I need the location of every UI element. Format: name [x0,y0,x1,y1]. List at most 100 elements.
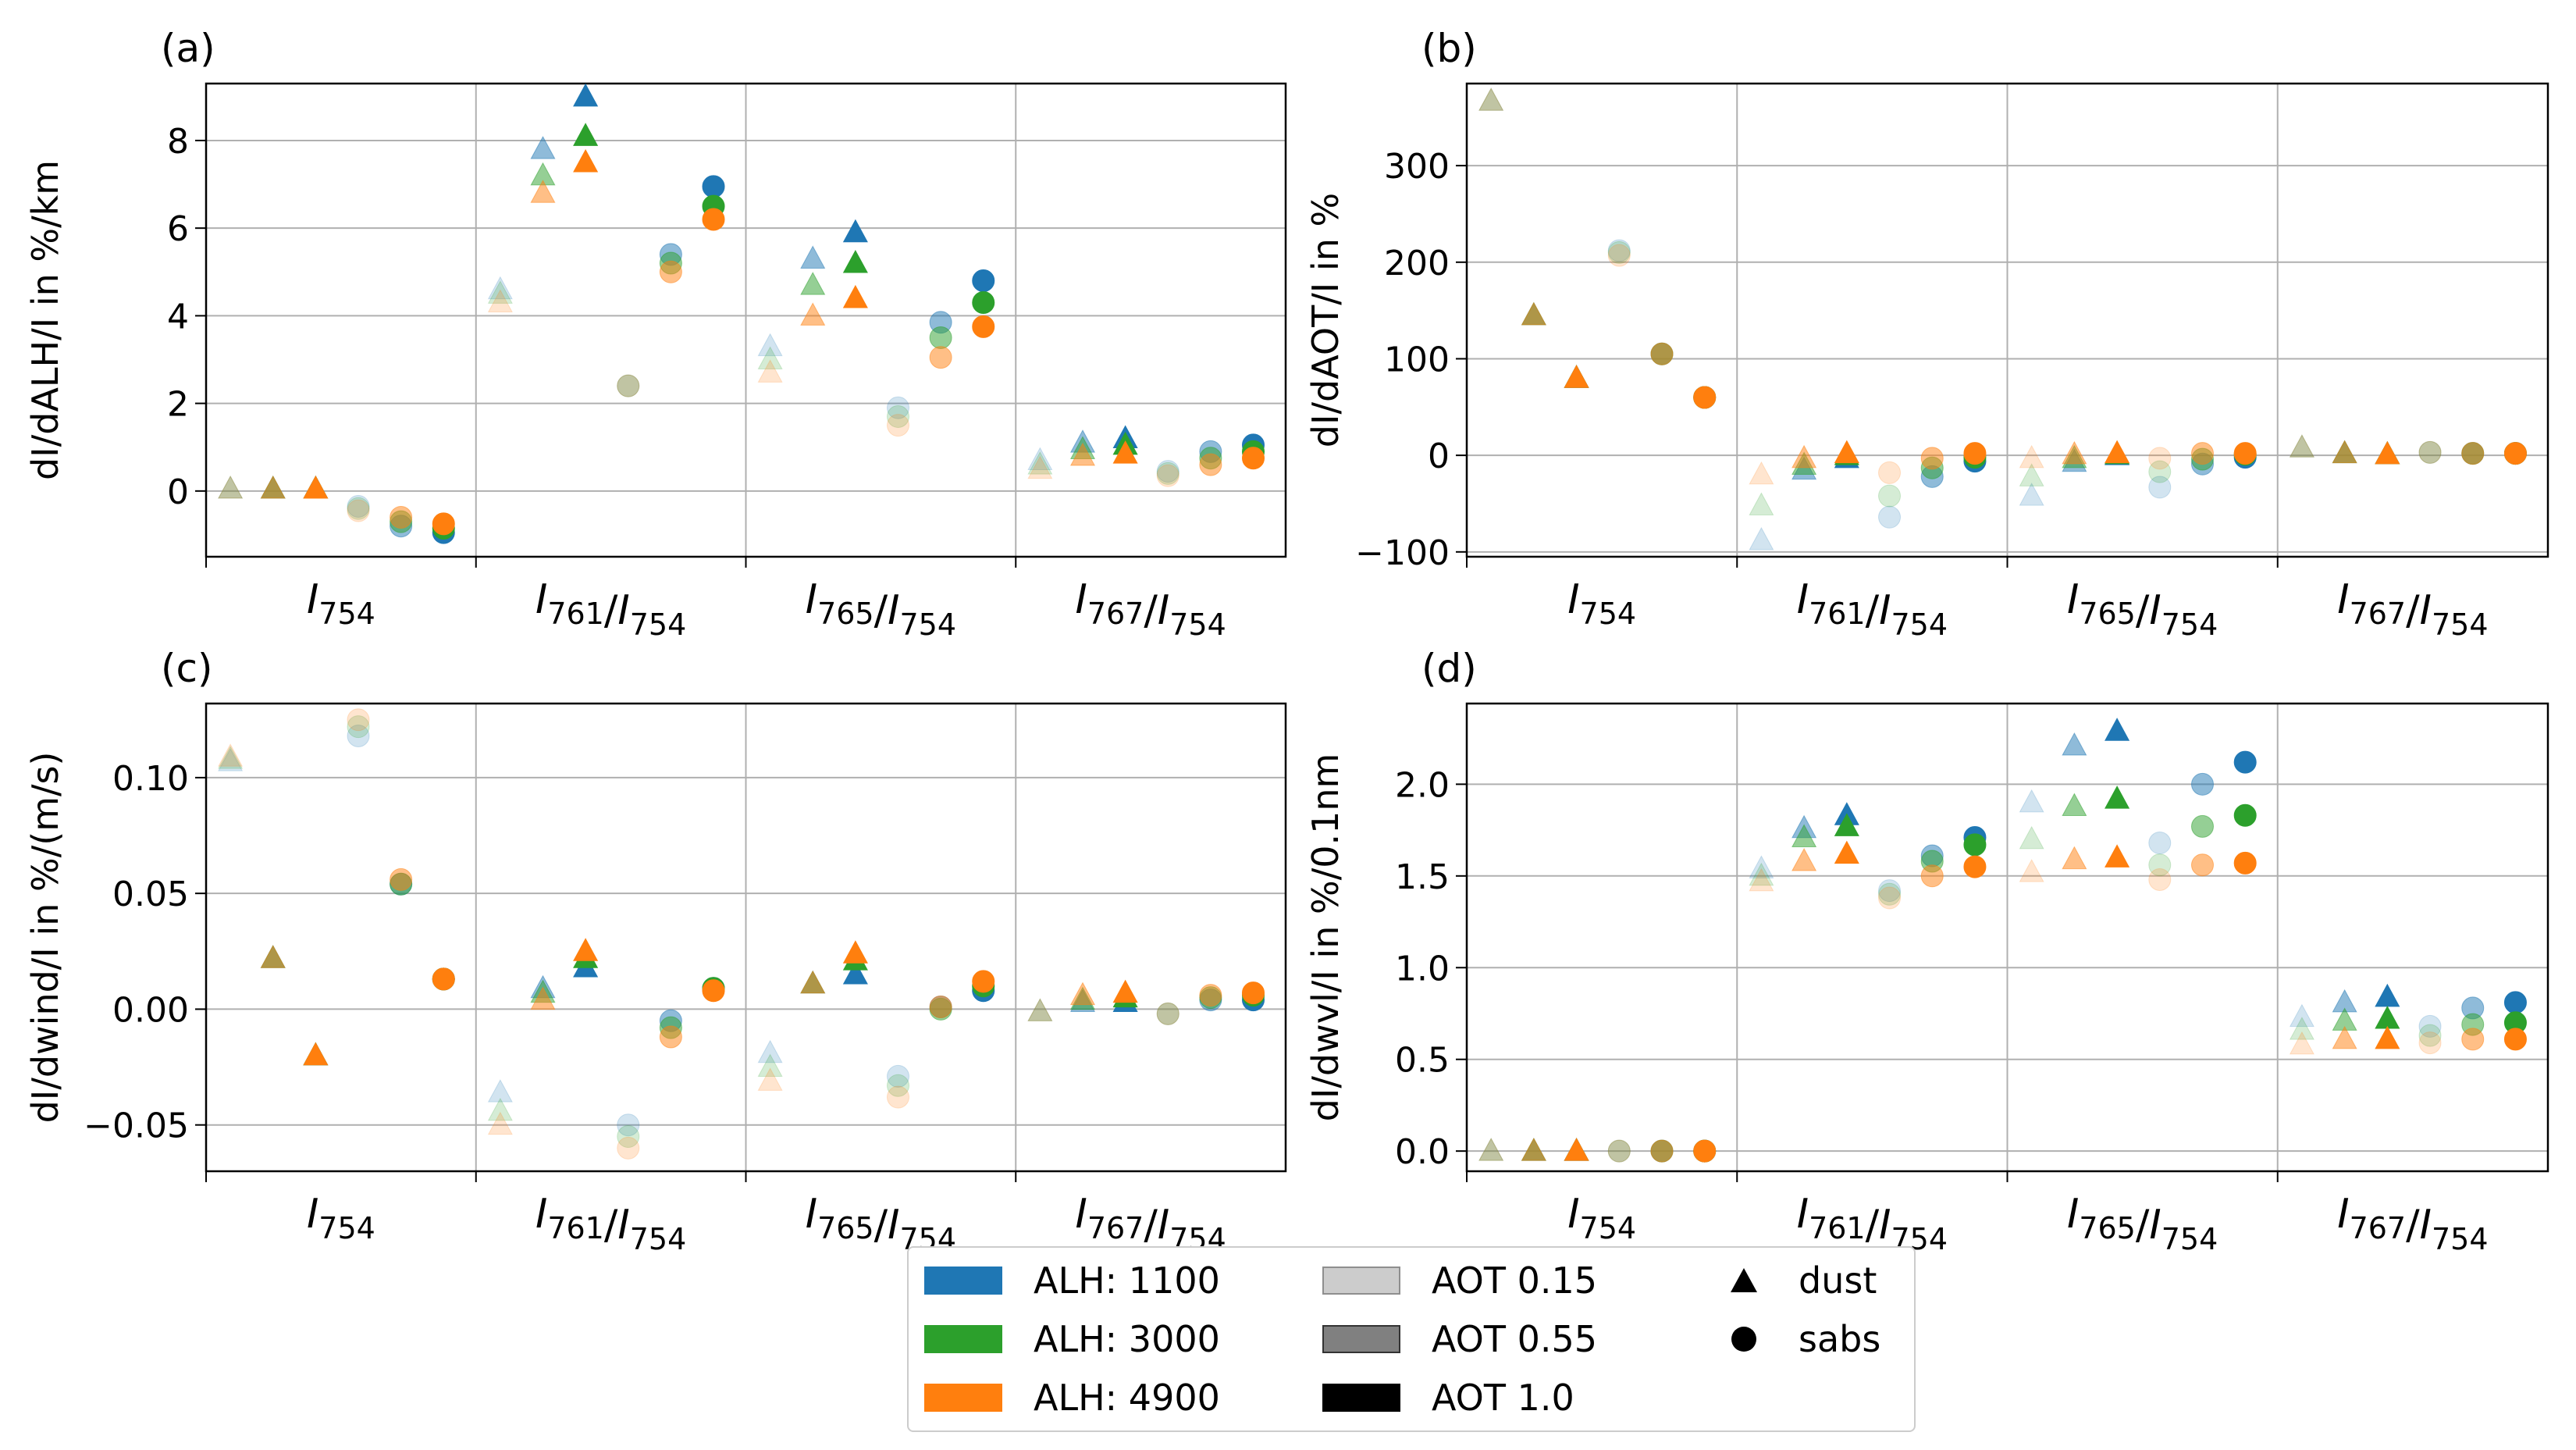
data-point-sabs [1199,984,1222,1007]
data-point-dust [2289,1031,2314,1055]
data-point-sabs [1607,239,1631,262]
data-point-sabs [1199,453,1222,476]
data-point-dust [1749,868,1774,892]
data-point-dust [218,475,244,499]
data-point-dust [2289,434,2314,458]
data-point-sabs [1156,464,1179,487]
axes-frame [205,82,1287,558]
data-point-sabs [2233,803,2257,827]
axes-frame [1465,82,2549,558]
legend-item-sabs: sabs [1720,1316,1880,1363]
data-point-dust [800,970,826,994]
data-point-dust [218,746,244,769]
data-point-dust [757,333,783,357]
y-axis-label: dI/dAOT/I in % [1304,193,1347,447]
data-point-dust [218,475,244,499]
data-point-sabs [1156,461,1179,485]
data-point-dust [303,475,329,499]
data-point-sabs [2461,442,2485,465]
x-tick-label: I754 [1567,1191,1636,1245]
data-point-dust [2289,1017,2314,1040]
data-point-dust [2332,440,2357,464]
data-point-dust [842,250,868,273]
data-point-sabs [1607,1139,1631,1163]
data-point-dust [842,284,868,308]
data-point-sabs [347,715,370,739]
data-point-dust [218,743,244,767]
data-point-dust [1478,87,1504,111]
data-point-sabs [2190,853,2214,877]
data-point-dust [1027,455,1053,479]
data-point-sabs [972,269,995,292]
data-point-dust [260,945,286,968]
data-point-sabs [1963,442,1987,465]
data-point-sabs [887,414,910,437]
y-tick-label: 0.10 [112,759,189,799]
data-point-dust [1749,526,1774,550]
legend-label-dust: dust [1799,1259,1877,1302]
data-point-sabs [929,346,952,369]
legend-label-sabs: sabs [1799,1318,1881,1360]
legend-swatch-alh-3000 [924,1325,1002,1353]
data-point-dust [1112,979,1138,1003]
data-point-dust [487,276,513,300]
data-point-sabs [2148,832,2172,855]
legend-swatch-aot-055 [1322,1325,1400,1353]
data-point-sabs [1693,386,1717,409]
legend-item-aot-10: AOT 1.0 [1322,1374,1574,1421]
data-point-sabs [390,868,413,891]
data-point-dust [1791,847,1817,871]
data-point-sabs [1607,1139,1631,1163]
data-point-dust [1027,998,1053,1021]
data-point-sabs [390,506,413,529]
data-point-sabs [2418,440,2442,464]
data-point-dust [1478,1138,1504,1161]
data-point-sabs [887,1064,910,1088]
y-axis-label: dI/dwvl/I in %/0.1nm [1304,754,1347,1122]
data-point-sabs [1963,833,1987,857]
data-point-dust [1027,998,1053,1021]
y-tick-label: 0 [1428,436,1450,476]
data-point-sabs [347,494,370,518]
data-point-sabs [347,497,370,520]
data-point-dust [2019,483,2044,506]
legend-swatch-aot-10 [1322,1384,1400,1412]
y-tick-label: 0 [167,472,189,512]
legend-label-aot-055: AOT 0.55 [1432,1318,1598,1360]
data-point-sabs [432,512,455,536]
x-tick-label: I767/I754 [2337,576,2488,642]
circle-marker-icon [1720,1316,1767,1363]
data-point-dust [2105,786,2130,809]
data-point-dust [1521,1138,1546,1161]
data-point-sabs [432,967,455,991]
data-point-dust [260,475,286,499]
data-point-dust [2062,732,2087,756]
data-point-sabs [2418,1031,2442,1055]
data-point-dust [1069,982,1096,1006]
axes-frame [1465,702,2549,1173]
data-point-sabs [617,1136,640,1160]
x-tick-label: I761/I754 [535,576,686,642]
panel-label: (a) [161,26,215,71]
data-point-dust [573,83,599,107]
data-point-sabs [347,499,370,522]
data-point-dust [1027,447,1053,471]
data-point-sabs [617,1113,640,1137]
data-point-sabs [1242,447,1265,470]
x-tick-label: I754 [307,576,375,631]
data-point-dust [530,136,556,159]
x-tick-label: I765/I754 [2067,1191,2218,1256]
data-point-sabs [2233,442,2257,465]
data-point-dust [573,148,599,173]
data-point-sabs [2418,1024,2442,1047]
data-point-dust [218,748,244,771]
data-point-dust [2019,825,2044,850]
data-point-dust [757,359,783,383]
data-point-sabs [1156,460,1179,483]
data-point-dust [1069,442,1096,466]
data-point-dust [530,986,556,1010]
data-point-dust [1834,840,1859,864]
legend-label-alh-4900: ALH: 4900 [1034,1377,1220,1419]
data-point-dust [1027,451,1053,475]
data-point-dust [1521,301,1546,326]
